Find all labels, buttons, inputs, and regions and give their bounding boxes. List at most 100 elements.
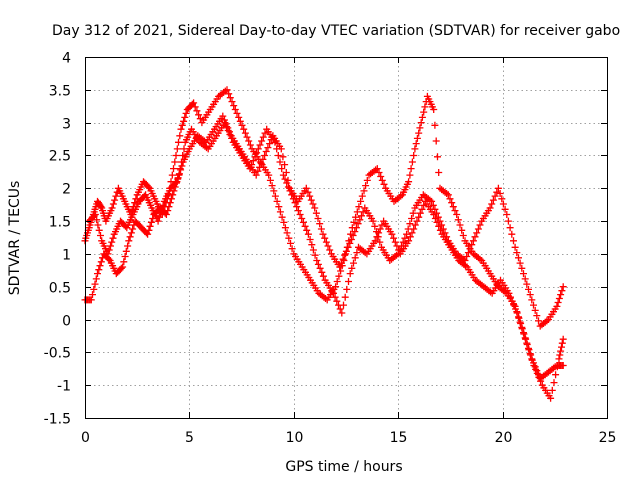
data-point [517, 320, 525, 327]
data-point [95, 266, 103, 274]
data-point [182, 109, 190, 117]
data-point [105, 246, 113, 254]
y-tick-label: -1 [57, 379, 71, 395]
data-point [521, 275, 529, 283]
data-point [321, 234, 329, 242]
data-point [313, 257, 321, 264]
data-point [363, 176, 371, 184]
data-point [241, 129, 249, 137]
y-tick-label: 2 [62, 182, 71, 198]
data-point [230, 102, 238, 110]
data-point [279, 153, 287, 161]
x-tick-label: 20 [495, 430, 513, 446]
data-point [356, 216, 364, 224]
data-point [380, 180, 388, 188]
data-point [548, 386, 556, 394]
data-point [169, 191, 177, 199]
data-point [508, 230, 516, 238]
data-point [558, 339, 566, 347]
data-point [333, 297, 341, 305]
data-point [464, 249, 472, 257]
data-point [296, 211, 304, 218]
data-point [308, 241, 316, 249]
data-point [254, 145, 262, 153]
data-point [274, 152, 282, 159]
data-point [417, 119, 425, 127]
data-point [267, 136, 275, 144]
data-point [436, 217, 444, 225]
x-tick-label: 25 [599, 430, 617, 446]
data-point [421, 103, 429, 111]
y-tick-label: 0.5 [49, 281, 71, 297]
data-point [535, 373, 543, 381]
data-point [284, 176, 292, 184]
data-point [355, 203, 363, 211]
data-point [303, 226, 311, 234]
data-point [404, 225, 412, 233]
series-track-a [81, 86, 567, 383]
data-point [416, 209, 424, 217]
data-point [304, 188, 312, 196]
data-point [275, 203, 283, 211]
data-point [474, 225, 482, 233]
data-point [281, 224, 289, 232]
data-point [405, 178, 413, 186]
data-point [225, 90, 233, 98]
data-point [352, 224, 360, 232]
data-point [351, 254, 359, 262]
tick-labels: 0 5 10 15 20 25 -1.5 -1 -0.5 0 0.5 1 1.5 2 2.5 3 3.5 4 [44, 51, 617, 447]
data-point [181, 113, 189, 121]
data-point [331, 293, 339, 301]
data-point [518, 264, 526, 272]
data-point [273, 197, 281, 205]
data-point [451, 207, 459, 215]
data-point [406, 233, 414, 241]
data-point [350, 218, 358, 226]
data-point [173, 178, 181, 186]
data-point [245, 137, 253, 145]
data-point [226, 128, 233, 136]
data-point [466, 245, 474, 253]
data-point [256, 163, 264, 171]
data-point [191, 103, 199, 111]
data-point [439, 225, 447, 233]
data-point [343, 285, 351, 293]
data-point [270, 187, 278, 195]
data-point [266, 176, 274, 184]
data-point [431, 121, 439, 129]
data-point [259, 155, 267, 163]
data-point [282, 169, 290, 176]
data-point [312, 209, 320, 217]
y-axis-label: SDTVAR / TECUs [7, 181, 23, 296]
data-point [108, 204, 116, 212]
data-point [496, 190, 504, 197]
data-point [371, 222, 379, 230]
data-point [469, 237, 477, 245]
data-point [543, 317, 551, 325]
data-point [125, 237, 133, 245]
data-point [107, 242, 114, 250]
data-point [344, 243, 352, 251]
data-point [532, 365, 540, 373]
data-point [109, 234, 117, 242]
data-point [537, 377, 545, 385]
data-point [238, 121, 246, 129]
data-point [330, 289, 337, 297]
data-point [278, 213, 286, 221]
data-point [164, 207, 172, 215]
data-point [235, 113, 243, 121]
data-point [287, 239, 294, 247]
data-point [388, 230, 396, 238]
data-point [416, 124, 424, 132]
data-point [261, 152, 269, 159]
data-point [94, 221, 102, 229]
data-point [145, 183, 152, 191]
data-point [127, 229, 135, 237]
data-point [251, 153, 259, 161]
data-point [409, 209, 417, 217]
data-point [90, 212, 98, 220]
data-point [513, 249, 521, 257]
data-point [92, 275, 100, 283]
data-point [359, 208, 367, 216]
